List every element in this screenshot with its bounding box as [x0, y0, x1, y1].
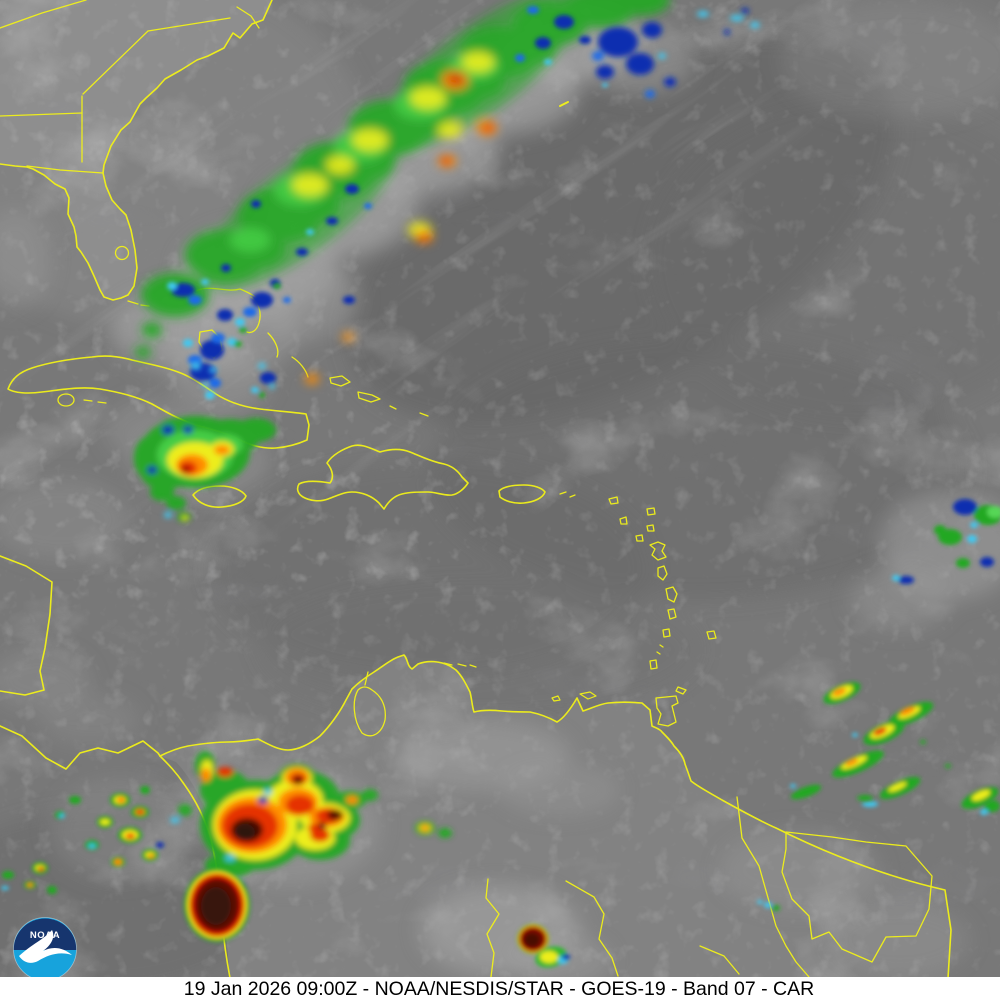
bermuda — [559, 101, 569, 107]
right-edge-cluster — [862, 499, 1000, 815]
noaa-logo: NOAA — [13, 917, 77, 981]
cuba-coastline — [7, 355, 310, 449]
venezuela-storms — [517, 924, 570, 968]
bahamas-cold-tops — [167, 282, 355, 399]
noaa-logo-top-half — [13, 918, 77, 950]
jamaica-coastline — [192, 485, 247, 508]
frontal-band-cold-specks — [201, 6, 608, 303]
lake-maracaibo — [353, 671, 386, 737]
south-america-borders — [485, 796, 933, 978]
central-america-coastline — [0, 555, 161, 770]
colombia-round-cell — [184, 868, 250, 942]
lesser-antilles — [559, 491, 717, 727]
cuba-keys — [83, 399, 107, 404]
bahamas-islands — [195, 287, 429, 417]
colombia-storms — [170, 751, 452, 889]
lake-okeechobee — [114, 245, 130, 261]
frontal-band — [135, 0, 670, 384]
convection-overlays — [1, 0, 1000, 968]
northeast-cold-cluster — [592, 8, 760, 98]
atlantic-showers — [757, 682, 999, 911]
caption-text: 19 Jan 2026 09:00Z - NOAA/NESDIS/STAR - … — [184, 978, 814, 1000]
noaa-logo-text: NOAA — [30, 930, 60, 941]
puerto-rico-coastline — [498, 484, 546, 504]
pacific-cells — [1, 786, 164, 894]
us-state-borders — [0, 0, 260, 174]
south-america-coastline — [159, 654, 952, 979]
coastlines — [0, 0, 952, 979]
caption-bar: 19 Jan 2026 09:00Z - NOAA/NESDIS/STAR - … — [0, 977, 1000, 1000]
us-coastline — [0, 0, 273, 301]
caption-background — [0, 977, 1000, 1000]
noaa-logo-bird-icon — [19, 930, 72, 963]
isla-juventud — [57, 393, 75, 407]
hispaniola-coastline — [296, 444, 469, 510]
cuba-storm — [134, 362, 276, 522]
